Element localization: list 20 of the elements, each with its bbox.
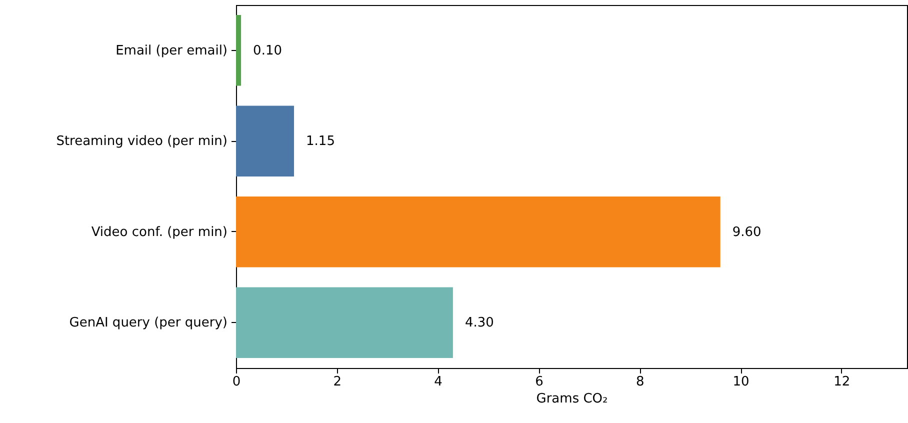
x-tick-label: 10 xyxy=(732,374,750,390)
bar xyxy=(236,14,242,86)
data-label: 9.60 xyxy=(732,224,762,240)
y-tick-label: GenAI query (per query) xyxy=(69,316,228,331)
y-tick-label: Streaming video (per min) xyxy=(56,134,228,150)
x-axis-title: Grams CO₂ xyxy=(536,392,608,406)
y-tick-label: Video conf. (per min) xyxy=(91,224,228,240)
bar xyxy=(236,106,294,177)
bar xyxy=(236,196,720,268)
x-tick-label: 6 xyxy=(535,374,544,390)
x-tick-label: 2 xyxy=(333,374,342,390)
data-label: 4.30 xyxy=(464,316,494,331)
x-tick-label: 12 xyxy=(834,374,850,390)
bar xyxy=(236,287,453,358)
x-tick-label: 4 xyxy=(434,374,442,390)
y-tick-label: Email (per email) xyxy=(116,43,228,58)
x-tick-label: 8 xyxy=(636,374,644,390)
data-label: 0.10 xyxy=(253,43,282,58)
data-label: 1.15 xyxy=(306,134,335,150)
x-tick-label: 0 xyxy=(232,374,241,390)
